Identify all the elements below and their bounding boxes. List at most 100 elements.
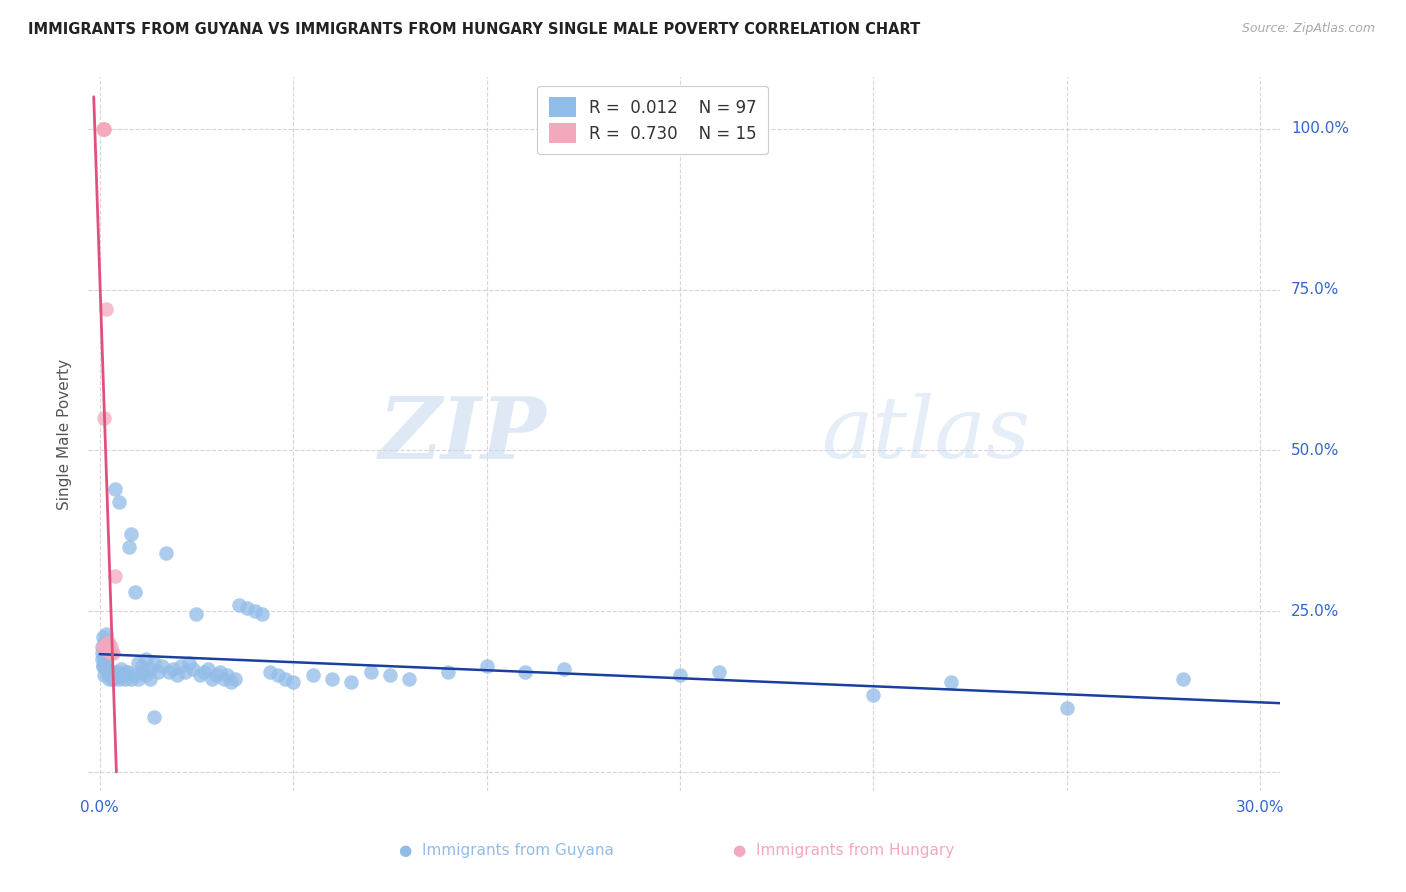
Point xyxy=(90,652,112,666)
Y-axis label: Single Male Poverty: Single Male Poverty xyxy=(58,359,72,510)
Text: IMMIGRANTS FROM GUYANA VS IMMIGRANTS FROM HUNGARY SINGLE MALE POVERTY CORRELATIO: IMMIGRANTS FROM GUYANA VS IMMIGRANTS FRO… xyxy=(28,22,921,37)
Text: 100.0%: 100.0% xyxy=(1291,121,1348,136)
Point xyxy=(91,630,114,644)
Point xyxy=(274,672,297,686)
Point xyxy=(475,658,498,673)
Point xyxy=(103,672,125,686)
Point xyxy=(135,668,157,682)
Point xyxy=(515,665,537,680)
Point xyxy=(93,121,115,136)
Point xyxy=(212,672,235,686)
Point xyxy=(94,646,117,660)
Point xyxy=(96,642,118,657)
Point xyxy=(437,665,460,680)
Point xyxy=(93,640,115,654)
Point xyxy=(939,674,962,689)
Text: atlas: atlas xyxy=(821,393,1031,475)
Point xyxy=(94,301,117,316)
Point xyxy=(110,662,132,676)
Point xyxy=(162,662,184,676)
Point xyxy=(862,688,884,702)
Point xyxy=(111,668,134,682)
Point xyxy=(118,540,141,554)
Point xyxy=(243,604,266,618)
Point xyxy=(93,636,115,650)
Point xyxy=(100,668,122,682)
Point xyxy=(93,649,115,664)
Point xyxy=(103,646,125,660)
Point xyxy=(127,672,149,686)
Point xyxy=(283,674,305,689)
Point xyxy=(94,626,117,640)
Text: 50.0%: 50.0% xyxy=(1291,443,1339,458)
Point xyxy=(236,601,259,615)
Point xyxy=(177,656,200,670)
Point xyxy=(91,658,114,673)
Point xyxy=(105,665,128,680)
Point xyxy=(96,665,118,680)
Point xyxy=(340,674,363,689)
Point xyxy=(108,672,131,686)
Point xyxy=(115,665,138,680)
Point xyxy=(155,546,177,560)
Point xyxy=(228,598,250,612)
Point xyxy=(188,668,211,682)
Point xyxy=(252,607,274,622)
Point xyxy=(201,672,224,686)
Point xyxy=(142,656,165,670)
Point xyxy=(104,665,127,680)
Point xyxy=(100,640,122,654)
Point xyxy=(669,668,692,682)
Point xyxy=(93,656,115,670)
Point xyxy=(301,668,323,682)
Text: 75.0%: 75.0% xyxy=(1291,282,1339,297)
Point xyxy=(321,672,343,686)
Point xyxy=(114,672,136,686)
Point xyxy=(94,636,117,650)
Point xyxy=(139,672,162,686)
Point xyxy=(398,672,420,686)
Point xyxy=(94,662,117,676)
Point xyxy=(1171,672,1194,686)
Text: Source: ZipAtlas.com: Source: ZipAtlas.com xyxy=(1241,22,1375,36)
Point xyxy=(193,665,215,680)
Point xyxy=(166,668,188,682)
Point xyxy=(91,640,114,654)
Point xyxy=(115,665,138,680)
Point xyxy=(93,411,115,425)
Point xyxy=(146,665,169,680)
Point xyxy=(378,668,401,682)
Point xyxy=(553,662,575,676)
Point xyxy=(208,665,231,680)
Point xyxy=(1056,700,1078,714)
Point xyxy=(221,674,243,689)
Point xyxy=(108,495,131,509)
Point xyxy=(127,656,149,670)
Point xyxy=(131,658,153,673)
Point xyxy=(104,569,127,583)
Point xyxy=(197,662,219,676)
Point xyxy=(150,658,173,673)
Point xyxy=(111,668,134,682)
Point xyxy=(90,640,112,654)
Point xyxy=(142,710,165,724)
Legend: R =  0.012    N = 97, R =  0.730    N = 15: R = 0.012 N = 97, R = 0.730 N = 15 xyxy=(537,86,768,154)
Point xyxy=(139,662,162,676)
Point xyxy=(96,662,118,676)
Point xyxy=(93,668,115,682)
Point xyxy=(170,658,193,673)
Point xyxy=(181,662,204,676)
Point xyxy=(204,668,226,682)
Point xyxy=(131,665,153,680)
Point xyxy=(96,636,118,650)
Point xyxy=(224,672,246,686)
Point xyxy=(90,646,112,660)
Point xyxy=(707,665,730,680)
Point xyxy=(96,642,118,657)
Text: ●  Immigrants from Guyana: ● Immigrants from Guyana xyxy=(399,843,613,858)
Point xyxy=(103,672,125,686)
Point xyxy=(98,672,121,686)
Point xyxy=(98,665,121,680)
Point xyxy=(135,652,157,666)
Point xyxy=(120,672,142,686)
